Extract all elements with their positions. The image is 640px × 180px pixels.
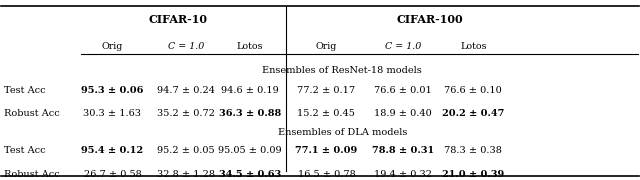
Text: 18.9 ± 0.40: 18.9 ± 0.40 <box>374 109 432 118</box>
Text: 78.3 ± 0.38: 78.3 ± 0.38 <box>444 146 502 155</box>
Text: Robust Acc: Robust Acc <box>4 109 60 118</box>
Text: 21.0 ± 0.39: 21.0 ± 0.39 <box>442 170 504 179</box>
Text: Robust Acc: Robust Acc <box>4 170 60 179</box>
Text: 76.6 ± 0.01: 76.6 ± 0.01 <box>374 86 432 95</box>
Text: 95.2 ± 0.05: 95.2 ± 0.05 <box>157 146 214 155</box>
Text: 77.1 ± 0.09: 77.1 ± 0.09 <box>295 146 358 155</box>
Text: 15.2 ± 0.45: 15.2 ± 0.45 <box>298 109 355 118</box>
Text: 32.8 ± 1.28: 32.8 ± 1.28 <box>157 170 215 179</box>
Text: Ensembles of ResNet-18 models: Ensembles of ResNet-18 models <box>262 66 422 75</box>
Text: 26.7 ± 0.58: 26.7 ± 0.58 <box>84 170 141 179</box>
Text: 20.2 ± 0.47: 20.2 ± 0.47 <box>442 109 504 118</box>
Text: 19.4 ± 0.32: 19.4 ± 0.32 <box>374 170 432 179</box>
Text: C = 1.0: C = 1.0 <box>168 42 204 51</box>
Text: 78.8 ± 0.31: 78.8 ± 0.31 <box>372 146 434 155</box>
Text: 30.3 ± 1.63: 30.3 ± 1.63 <box>83 109 141 118</box>
Text: Orig: Orig <box>316 42 337 51</box>
Text: Test Acc: Test Acc <box>4 86 45 95</box>
Text: CIFAR-100: CIFAR-100 <box>397 14 463 25</box>
Text: 34.5 ± 0.63: 34.5 ± 0.63 <box>219 170 281 179</box>
Text: 94.7 ± 0.24: 94.7 ± 0.24 <box>157 86 215 95</box>
Text: 95.3 ± 0.06: 95.3 ± 0.06 <box>81 86 143 95</box>
Text: 95.4 ± 0.12: 95.4 ± 0.12 <box>81 146 143 155</box>
Text: 36.3 ± 0.88: 36.3 ± 0.88 <box>219 109 281 118</box>
Text: 95.05 ± 0.09: 95.05 ± 0.09 <box>218 146 282 155</box>
Text: CIFAR-10: CIFAR-10 <box>148 14 207 25</box>
Text: Ensembles of DLA models: Ensembles of DLA models <box>278 128 407 137</box>
Text: 35.2 ± 0.72: 35.2 ± 0.72 <box>157 109 215 118</box>
Text: 77.2 ± 0.17: 77.2 ± 0.17 <box>298 86 355 95</box>
Text: Orig: Orig <box>102 42 123 51</box>
Text: Lotos: Lotos <box>460 42 486 51</box>
Text: Lotos: Lotos <box>237 42 263 51</box>
Text: C = 1.0: C = 1.0 <box>385 42 421 51</box>
Text: 94.6 ± 0.19: 94.6 ± 0.19 <box>221 86 278 95</box>
Text: Test Acc: Test Acc <box>4 146 45 155</box>
Text: 16.5 ± 0.78: 16.5 ± 0.78 <box>298 170 355 179</box>
Text: 76.6 ± 0.10: 76.6 ± 0.10 <box>444 86 502 95</box>
